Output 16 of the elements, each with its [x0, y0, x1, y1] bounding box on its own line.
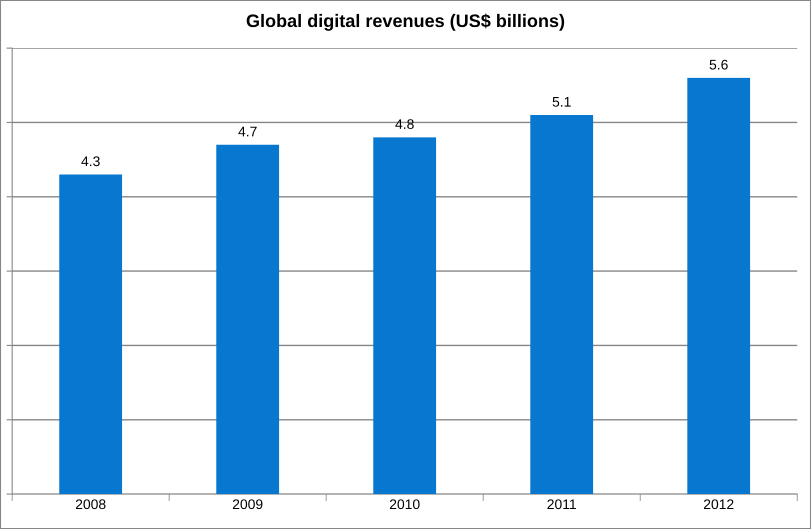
bar — [530, 115, 594, 494]
bar — [373, 137, 436, 494]
data-label: 4.3 — [81, 156, 100, 166]
x-tick-label: 2012 — [704, 499, 734, 510]
x-tick-label: 2008 — [76, 499, 106, 510]
data-label: 5.6 — [710, 60, 728, 70]
x-tick-label: 2010 — [390, 499, 420, 510]
x-tick-label: 2011 — [547, 499, 576, 510]
data-label: 4.8 — [395, 119, 414, 130]
bar — [687, 78, 750, 494]
bar — [216, 144, 280, 494]
bar — [59, 174, 122, 494]
data-label: 5.1 — [552, 97, 571, 107]
chart-title: Global digital revenues (US$ billions) — [246, 14, 564, 31]
data-label: 4.7 — [238, 126, 257, 136]
x-tick-label: 2009 — [232, 499, 262, 510]
